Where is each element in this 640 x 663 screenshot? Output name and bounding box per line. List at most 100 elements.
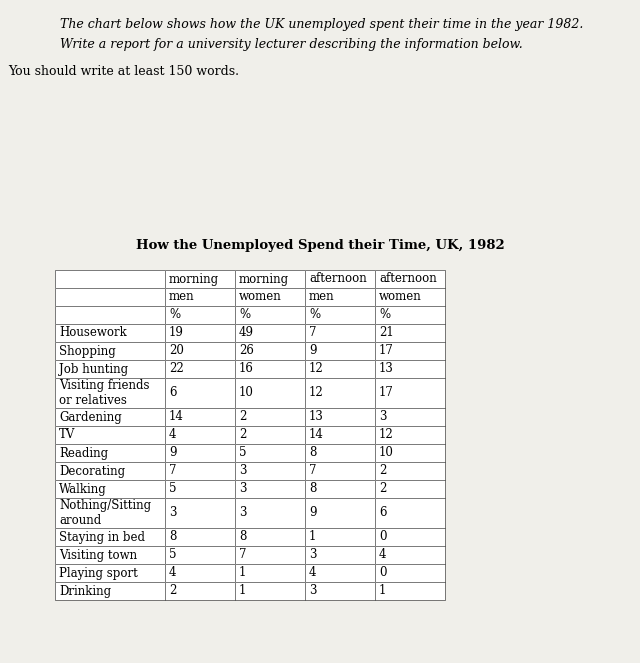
Text: 3: 3 (309, 548, 317, 562)
Text: The chart below shows how the UK unemployed spent their time in the year 1982.: The chart below shows how the UK unemplo… (60, 18, 584, 31)
Bar (375, 444, 445, 462)
Bar (55, 498, 165, 528)
Bar (165, 546, 235, 564)
Bar (235, 480, 305, 498)
Bar (235, 462, 305, 480)
Bar (235, 360, 305, 378)
Text: 3: 3 (239, 507, 246, 520)
Text: Decorating: Decorating (59, 465, 125, 477)
Text: 6: 6 (379, 507, 387, 520)
Bar (305, 426, 375, 444)
Bar (165, 378, 235, 408)
Text: Reading: Reading (59, 446, 108, 459)
Bar (235, 408, 305, 426)
Text: 7: 7 (239, 548, 246, 562)
Bar (235, 426, 305, 444)
Bar (375, 528, 445, 546)
Bar (375, 582, 445, 600)
Bar (305, 564, 375, 582)
Bar (235, 444, 305, 462)
Bar (235, 408, 305, 426)
Bar (235, 288, 305, 306)
Bar (235, 546, 305, 564)
Text: Playing sport: Playing sport (59, 566, 138, 579)
Text: You should write at least 150 words.: You should write at least 150 words. (8, 65, 239, 78)
Text: Visiting town: Visiting town (59, 548, 137, 562)
Bar (375, 498, 445, 528)
Bar (55, 270, 165, 288)
Bar (375, 378, 445, 408)
Bar (235, 270, 305, 288)
Bar (305, 528, 375, 546)
Bar (305, 498, 375, 528)
Bar (235, 444, 305, 462)
Text: 14: 14 (309, 428, 324, 442)
Text: 8: 8 (169, 530, 177, 544)
Text: Write a report for a university lecturer describing the information below.: Write a report for a university lecturer… (60, 38, 523, 51)
Bar (305, 582, 375, 600)
Bar (165, 582, 235, 600)
Text: 4: 4 (379, 548, 387, 562)
Text: 2: 2 (239, 410, 246, 424)
Bar (375, 288, 445, 306)
Bar (375, 270, 445, 288)
Bar (165, 480, 235, 498)
Text: 3: 3 (239, 483, 246, 495)
Text: 0: 0 (379, 566, 387, 579)
Bar (165, 462, 235, 480)
Bar (235, 342, 305, 360)
Bar (55, 324, 165, 342)
Bar (165, 360, 235, 378)
Bar (375, 426, 445, 444)
Text: Visiting friends
or relatives: Visiting friends or relatives (59, 379, 150, 407)
Bar (55, 498, 165, 528)
Text: How the Unemployed Spend their Time, UK, 1982: How the Unemployed Spend their Time, UK,… (136, 239, 504, 252)
Bar (55, 342, 165, 360)
Text: men: men (169, 290, 195, 304)
Text: 12: 12 (309, 387, 324, 400)
Text: Gardening: Gardening (59, 410, 122, 424)
Text: 9: 9 (309, 345, 317, 357)
Bar (55, 528, 165, 546)
Text: 19: 19 (169, 326, 184, 339)
Bar (55, 306, 165, 324)
Bar (375, 360, 445, 378)
Bar (165, 546, 235, 564)
Text: 4: 4 (169, 428, 177, 442)
Bar (305, 528, 375, 546)
Text: 13: 13 (309, 410, 324, 424)
Text: %: % (169, 308, 180, 322)
Bar (305, 546, 375, 564)
Bar (55, 528, 165, 546)
Bar (235, 342, 305, 360)
Bar (375, 342, 445, 360)
Bar (55, 564, 165, 582)
Bar (375, 324, 445, 342)
Text: %: % (309, 308, 320, 322)
Bar (165, 408, 235, 426)
Bar (235, 378, 305, 408)
Text: morning: morning (169, 272, 219, 286)
Text: Job hunting: Job hunting (59, 363, 128, 375)
Text: Staying in bed: Staying in bed (59, 530, 145, 544)
Text: 12: 12 (379, 428, 394, 442)
Bar (235, 564, 305, 582)
Text: 20: 20 (169, 345, 184, 357)
Bar (235, 426, 305, 444)
Bar (305, 378, 375, 408)
Text: 2: 2 (239, 428, 246, 442)
Text: 8: 8 (309, 446, 316, 459)
Bar (375, 270, 445, 288)
Text: 2: 2 (379, 483, 387, 495)
Bar (235, 546, 305, 564)
Text: 9: 9 (309, 507, 317, 520)
Text: Shopping: Shopping (59, 345, 116, 357)
Bar (235, 528, 305, 546)
Text: 16: 16 (239, 363, 254, 375)
Bar (305, 342, 375, 360)
Bar (305, 306, 375, 324)
Bar (305, 564, 375, 582)
Bar (305, 444, 375, 462)
Bar (55, 324, 165, 342)
Bar (375, 426, 445, 444)
